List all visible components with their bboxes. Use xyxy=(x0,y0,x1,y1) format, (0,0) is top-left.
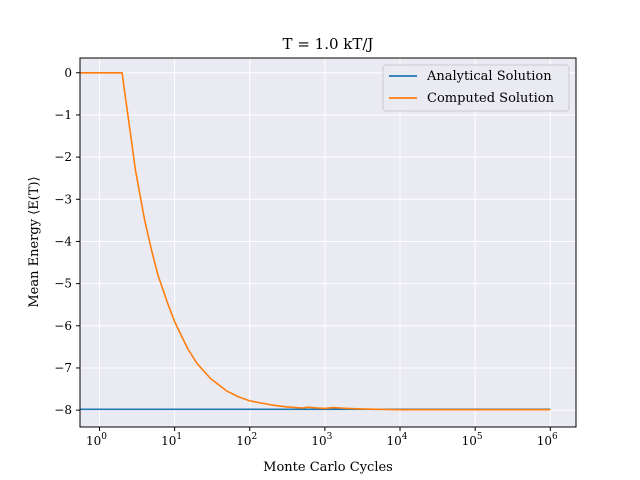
y-tick-label: −2 xyxy=(54,150,72,164)
grid xyxy=(80,58,576,427)
legend-label: Analytical Solution xyxy=(426,69,552,84)
legend: Analytical Solution Computed Solution xyxy=(382,64,570,112)
x-tick-label: 100 xyxy=(86,432,107,448)
x-tick-label: 102 xyxy=(236,432,257,448)
x-axis-label: Monte Carlo Cycles xyxy=(263,460,393,475)
y-tick-label: −4 xyxy=(54,234,72,248)
y-tick-label: −8 xyxy=(54,403,72,417)
axis-ticks: 100 101 102 103 104 105 106 0 −1 −2 −3 −4 −5 −6 −7 −8 xyxy=(54,66,558,448)
chart-title: T = 1.0 kT/J xyxy=(283,35,374,53)
y-tick-label: −3 xyxy=(54,192,72,206)
x-tick-label: 106 xyxy=(537,432,558,448)
legend-label: Computed Solution xyxy=(427,91,555,106)
y-tick-label: −5 xyxy=(54,277,72,291)
y-tick-label: −6 xyxy=(54,319,72,333)
y-tick-label: 0 xyxy=(64,66,72,80)
y-axis-label: Mean Energy ⟨E(T)⟩ xyxy=(27,176,42,307)
x-tick-label: 104 xyxy=(387,432,408,448)
x-tick-label: 103 xyxy=(311,432,332,448)
plot-area xyxy=(80,58,576,427)
y-tick-label: −7 xyxy=(54,361,72,375)
plot-frame xyxy=(79,57,577,428)
series-line-2 xyxy=(80,72,551,411)
series-lines xyxy=(80,72,551,411)
x-tick-label: 105 xyxy=(462,432,483,448)
x-tick-label: 101 xyxy=(161,432,182,448)
y-tick-label: −1 xyxy=(54,108,72,122)
legend-box xyxy=(382,64,570,112)
